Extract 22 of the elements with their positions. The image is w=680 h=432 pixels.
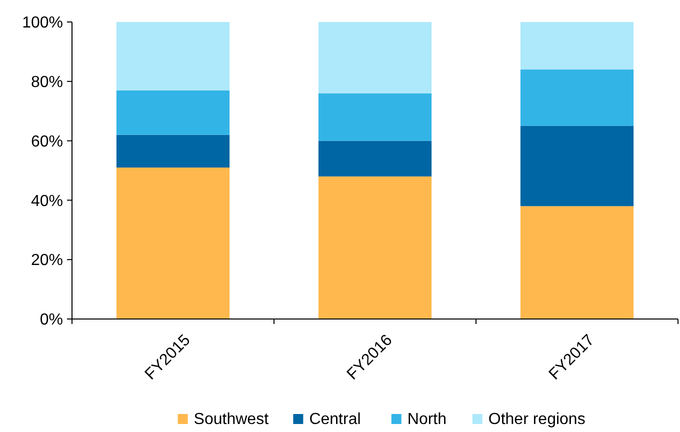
bar [520, 22, 634, 70]
legend-label: Southwest [194, 411, 270, 428]
legend-label: North [407, 411, 447, 428]
y-tick-label: 100% [22, 14, 63, 32]
bar [520, 126, 634, 206]
bar [318, 176, 432, 319]
legend-label: Central [309, 411, 361, 428]
y-tick-label: 20% [30, 252, 63, 270]
y-tick-label: 40% [30, 192, 63, 210]
bar [116, 134, 230, 168]
y-tick-label: 0% [40, 312, 63, 329]
y-tick-label: 80% [30, 74, 63, 91]
bar [318, 22, 432, 94]
bar [116, 168, 230, 319]
bar [116, 22, 230, 90]
legend-label: Other regions [488, 411, 586, 428]
bar [520, 206, 634, 319]
bar [116, 90, 230, 135]
y-tick-label: 60% [30, 133, 63, 150]
bar [318, 140, 432, 176]
bar [318, 93, 432, 141]
bar [520, 70, 634, 126]
